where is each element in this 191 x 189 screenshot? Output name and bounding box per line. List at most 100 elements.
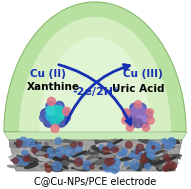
Circle shape	[102, 146, 109, 153]
Circle shape	[22, 150, 28, 156]
Ellipse shape	[63, 166, 68, 169]
Ellipse shape	[103, 140, 111, 143]
Ellipse shape	[132, 153, 140, 155]
Ellipse shape	[17, 139, 28, 143]
Ellipse shape	[82, 152, 96, 156]
Ellipse shape	[62, 150, 71, 153]
Ellipse shape	[17, 155, 30, 161]
Circle shape	[152, 146, 155, 149]
Circle shape	[141, 154, 145, 158]
Ellipse shape	[100, 166, 108, 169]
Ellipse shape	[47, 141, 54, 144]
Ellipse shape	[45, 141, 52, 144]
Ellipse shape	[167, 142, 180, 143]
Ellipse shape	[104, 146, 110, 150]
Ellipse shape	[95, 161, 109, 165]
Ellipse shape	[16, 160, 21, 163]
Ellipse shape	[21, 156, 30, 159]
Ellipse shape	[67, 146, 75, 149]
Ellipse shape	[169, 139, 178, 143]
Polygon shape	[4, 2, 186, 132]
Circle shape	[99, 145, 104, 150]
Ellipse shape	[67, 141, 81, 144]
Circle shape	[145, 163, 151, 169]
Ellipse shape	[55, 168, 67, 172]
Ellipse shape	[90, 152, 99, 154]
Circle shape	[112, 159, 120, 166]
Circle shape	[155, 143, 159, 147]
Ellipse shape	[66, 152, 75, 154]
Ellipse shape	[47, 148, 57, 152]
Ellipse shape	[152, 154, 167, 158]
Ellipse shape	[41, 151, 55, 153]
Ellipse shape	[98, 156, 102, 159]
Circle shape	[74, 158, 82, 166]
Ellipse shape	[18, 159, 30, 162]
Ellipse shape	[76, 148, 85, 151]
Circle shape	[116, 148, 119, 151]
Ellipse shape	[170, 154, 180, 159]
Polygon shape	[39, 37, 151, 132]
Ellipse shape	[113, 146, 122, 148]
Circle shape	[165, 163, 171, 168]
Ellipse shape	[55, 163, 60, 164]
Ellipse shape	[142, 153, 149, 156]
Ellipse shape	[96, 141, 109, 145]
Ellipse shape	[113, 139, 122, 144]
Ellipse shape	[120, 157, 134, 161]
Circle shape	[152, 143, 160, 151]
Circle shape	[137, 103, 146, 112]
Ellipse shape	[140, 154, 151, 159]
Circle shape	[105, 159, 112, 166]
Ellipse shape	[169, 144, 180, 147]
Circle shape	[130, 103, 139, 112]
Ellipse shape	[157, 153, 162, 155]
Ellipse shape	[137, 165, 146, 169]
Ellipse shape	[114, 162, 129, 168]
Ellipse shape	[23, 144, 28, 145]
Ellipse shape	[135, 157, 144, 160]
Ellipse shape	[17, 164, 23, 166]
Ellipse shape	[29, 160, 35, 161]
Ellipse shape	[147, 146, 157, 149]
Ellipse shape	[16, 163, 32, 165]
Ellipse shape	[110, 156, 115, 159]
Circle shape	[16, 140, 22, 146]
Circle shape	[56, 147, 66, 157]
Circle shape	[108, 158, 114, 165]
Ellipse shape	[9, 153, 21, 158]
Ellipse shape	[101, 156, 109, 159]
Circle shape	[162, 139, 167, 144]
Ellipse shape	[50, 150, 60, 152]
Circle shape	[111, 147, 117, 153]
Ellipse shape	[148, 156, 161, 159]
Circle shape	[132, 109, 144, 121]
Ellipse shape	[59, 141, 69, 142]
Circle shape	[146, 109, 153, 116]
Ellipse shape	[74, 166, 81, 168]
Ellipse shape	[74, 166, 83, 169]
Circle shape	[129, 114, 139, 124]
Circle shape	[25, 157, 29, 160]
Ellipse shape	[145, 152, 154, 155]
Circle shape	[55, 138, 62, 144]
Ellipse shape	[164, 160, 169, 162]
Ellipse shape	[117, 146, 130, 151]
Ellipse shape	[19, 139, 33, 144]
Circle shape	[50, 115, 60, 125]
Circle shape	[168, 138, 176, 146]
Ellipse shape	[76, 168, 89, 171]
Ellipse shape	[25, 168, 35, 170]
Ellipse shape	[76, 161, 89, 166]
Ellipse shape	[52, 157, 62, 161]
Ellipse shape	[14, 159, 21, 161]
Ellipse shape	[98, 156, 114, 157]
Ellipse shape	[20, 160, 24, 163]
Circle shape	[63, 107, 71, 115]
Ellipse shape	[95, 142, 107, 144]
Text: Uric Acid: Uric Acid	[112, 84, 164, 94]
Ellipse shape	[39, 147, 53, 152]
Circle shape	[46, 106, 55, 115]
Ellipse shape	[160, 158, 170, 162]
Circle shape	[164, 141, 173, 149]
